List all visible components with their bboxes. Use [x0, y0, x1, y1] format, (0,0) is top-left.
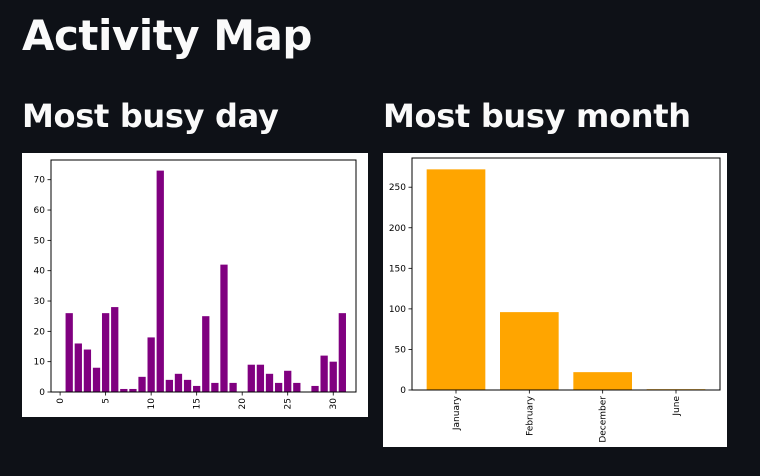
- day-bar: [193, 385, 201, 392]
- day-y-tick-label: 0: [39, 388, 45, 398]
- month-y-tick-label: 50: [395, 345, 407, 355]
- month-bar: [500, 312, 559, 390]
- day-bar: [101, 313, 110, 392]
- month-x-tick-label: December: [599, 396, 609, 443]
- day-x-tick-label: 25: [284, 398, 294, 409]
- month-y-tick-label: 150: [389, 264, 406, 274]
- day-y-tick-label: 10: [34, 358, 46, 368]
- day-bar: [74, 343, 82, 392]
- busy-month-subheader: Most busy month: [383, 97, 691, 135]
- month-y-tick-label: 200: [389, 224, 406, 234]
- day-bar: [202, 316, 210, 392]
- day-y-tick-label: 50: [34, 236, 46, 246]
- day-y-tick-label: 60: [34, 206, 46, 216]
- day-x-tick-label: 5: [102, 398, 112, 404]
- day-y-tick-label: 30: [34, 297, 46, 307]
- day-x-tick-label: 15: [193, 398, 203, 409]
- day-bar: [129, 388, 137, 392]
- day-y-tick-label: 40: [34, 267, 46, 277]
- day-bar: [320, 355, 328, 392]
- month-bar: [573, 372, 632, 390]
- busy-day-subheader: Most busy day: [22, 97, 279, 135]
- day-bar: [120, 388, 128, 392]
- month-y-tick-label: 0: [400, 386, 406, 396]
- day-bar: [311, 385, 319, 392]
- day-bar: [92, 367, 101, 392]
- day-x-tick-label: 0: [56, 398, 66, 404]
- day-bar: [183, 379, 192, 392]
- day-bar: [138, 376, 146, 392]
- day-y-tick-label: 70: [34, 176, 46, 186]
- month-y-tick-label: 250: [389, 183, 406, 193]
- day-x-tick-label: 20: [238, 398, 248, 410]
- day-x-tick-label: 10: [147, 398, 157, 410]
- month-bar: [426, 169, 486, 390]
- busy-day-chart-svg: 0 10 20 30 40 50 60 70 0 5 10 15 20 25 30: [34, 159, 357, 410]
- day-bar: [338, 313, 346, 392]
- day-bar: [174, 373, 183, 392]
- day-bar: [83, 349, 92, 392]
- day-bar: [284, 370, 292, 392]
- day-bar: [111, 307, 119, 392]
- busy-day-chart: 0 10 20 30 40 50 60 70 0 5 10 15 20 25 30: [22, 153, 368, 417]
- month-y-tick-label: 100: [389, 305, 406, 315]
- day-bar: [265, 373, 274, 392]
- day-bar: [293, 382, 301, 392]
- month-x-tick-label: June: [672, 396, 682, 417]
- day-chart-frame: [50, 159, 357, 393]
- busy-month-chart: 0 50 100 150 200 250 January February December Ju…: [383, 153, 727, 447]
- month-chart-frame: [411, 157, 721, 391]
- day-bar: [147, 337, 155, 392]
- day-bar: [220, 264, 228, 392]
- day-bar: [211, 382, 219, 392]
- page-title: Activity Map: [22, 11, 312, 60]
- day-bar: [256, 364, 265, 392]
- day-bar: [274, 382, 283, 392]
- day-bar: [165, 379, 173, 392]
- day-bar: [329, 361, 337, 392]
- month-x-tick-label: February: [525, 395, 535, 436]
- day-bar: [65, 313, 73, 392]
- day-x-tick-label: 30: [329, 398, 339, 410]
- busy-month-chart-svg: 0 50 100 150 200 250 January February December Ju…: [389, 157, 721, 443]
- month-x-tick-label: January: [452, 395, 462, 431]
- day-y-tick-label: 20: [34, 327, 46, 337]
- day-bar: [156, 170, 164, 392]
- day-bar: [229, 382, 237, 392]
- day-bar: [247, 364, 255, 392]
